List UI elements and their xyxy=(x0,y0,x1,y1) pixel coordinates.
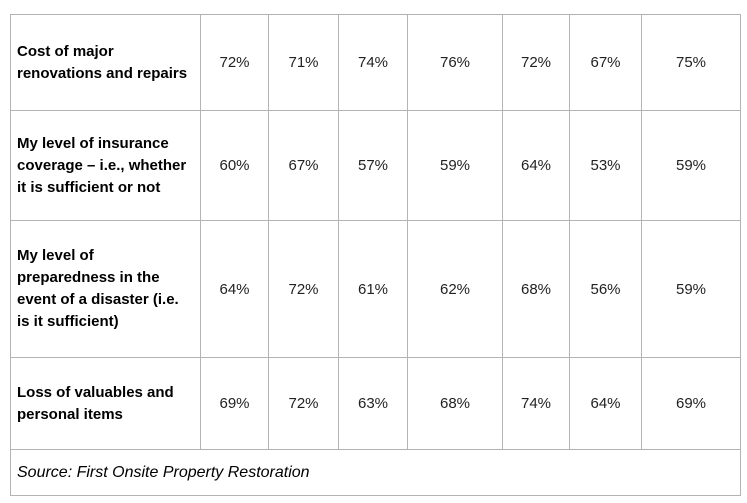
row-label-cell: Cost of major renovations and repairs xyxy=(10,14,201,111)
source-note: Source: First Onsite Property Restoratio… xyxy=(10,449,741,496)
row-label-cell: My level of insurance coverage – i.e., w… xyxy=(10,110,201,221)
value-cell: 69% xyxy=(200,357,269,450)
value-cell: 61% xyxy=(338,220,408,358)
value-cell: 59% xyxy=(641,110,741,221)
row-label-line: it is sufficient or not xyxy=(17,178,161,196)
table-row: Cost of major renovations and repairs 72… xyxy=(10,14,741,111)
value-cell: 71% xyxy=(268,14,339,111)
row-label-line: coverage – i.e., whether xyxy=(17,156,187,174)
table-row: My level of preparedness in the event of… xyxy=(10,220,741,358)
value-cell: 59% xyxy=(641,220,741,358)
row-label-line: Cost of major xyxy=(17,42,114,60)
value-cell: 57% xyxy=(338,110,408,221)
value-cell: 69% xyxy=(641,357,741,450)
row-label-line: preparedness in the xyxy=(17,269,160,286)
row-label-line: Loss of valuables and xyxy=(17,383,174,401)
value-cell: 64% xyxy=(502,110,570,221)
value-cell: 72% xyxy=(502,14,570,111)
value-cell: 74% xyxy=(502,357,570,450)
value-cell: 68% xyxy=(502,220,570,358)
value-cell: 63% xyxy=(338,357,408,450)
value-cell: 74% xyxy=(338,14,408,111)
row-label-line: renovations and repairs xyxy=(17,64,188,82)
row-label-line: personal items xyxy=(17,405,123,423)
row-label-line: My level of xyxy=(17,247,94,264)
value-cell: 72% xyxy=(268,220,339,358)
row-label-cell: My level of preparedness in the event of… xyxy=(10,220,201,358)
value-cell: 72% xyxy=(200,14,269,111)
row-label-cell: Loss of valuables and personal items xyxy=(10,357,201,450)
row-label-line: My level of insurance xyxy=(17,134,169,152)
value-cell: 67% xyxy=(268,110,339,221)
value-cell: 60% xyxy=(200,110,269,221)
value-cell: 53% xyxy=(569,110,642,221)
source-row: Source: First Onsite Property Restoratio… xyxy=(10,449,741,496)
row-label-line: event of a disaster (i.e. xyxy=(17,291,179,308)
value-cell: 64% xyxy=(569,357,642,450)
row-label-line: is it sufficient) xyxy=(17,313,119,330)
value-cell: 67% xyxy=(569,14,642,111)
value-cell: 72% xyxy=(268,357,339,450)
value-cell: 56% xyxy=(569,220,642,358)
value-cell: 62% xyxy=(407,220,503,358)
table-row: Loss of valuables and personal items 69%… xyxy=(10,357,741,450)
value-cell: 64% xyxy=(200,220,269,358)
table-row: My level of insurance coverage – i.e., w… xyxy=(10,110,741,221)
value-cell: 76% xyxy=(407,14,503,111)
survey-results-table: Cost of major renovations and repairs 72… xyxy=(10,14,741,496)
value-cell: 75% xyxy=(641,14,741,111)
value-cell: 59% xyxy=(407,110,503,221)
value-cell: 68% xyxy=(407,357,503,450)
